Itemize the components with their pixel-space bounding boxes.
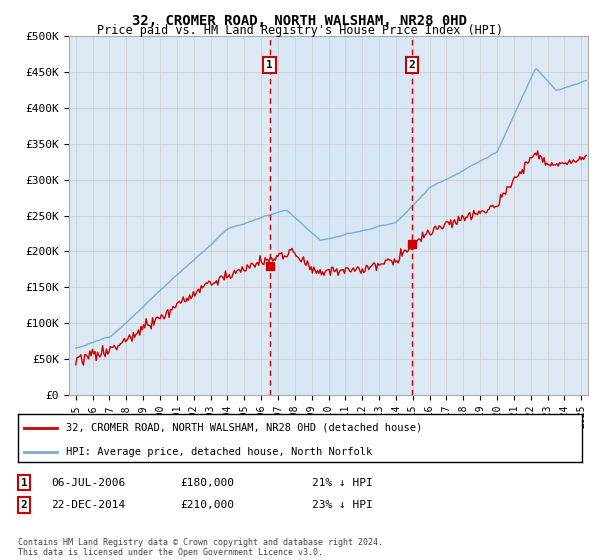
Text: £210,000: £210,000 xyxy=(180,500,234,510)
Text: 22-DEC-2014: 22-DEC-2014 xyxy=(51,500,125,510)
Text: 1: 1 xyxy=(266,60,273,70)
Bar xyxy=(269,36,412,395)
Text: HPI: Average price, detached house, North Norfolk: HPI: Average price, detached house, Nort… xyxy=(66,446,372,456)
Text: 23% ↓ HPI: 23% ↓ HPI xyxy=(312,500,373,510)
Text: 21% ↓ HPI: 21% ↓ HPI xyxy=(312,478,373,488)
Text: £180,000: £180,000 xyxy=(180,478,234,488)
Text: 1: 1 xyxy=(20,478,28,488)
Text: 32, CROMER ROAD, NORTH WALSHAM, NR28 0HD: 32, CROMER ROAD, NORTH WALSHAM, NR28 0HD xyxy=(133,14,467,28)
Text: 32, CROMER ROAD, NORTH WALSHAM, NR28 0HD (detached house): 32, CROMER ROAD, NORTH WALSHAM, NR28 0HD… xyxy=(66,423,422,433)
Text: Contains HM Land Registry data © Crown copyright and database right 2024.
This d: Contains HM Land Registry data © Crown c… xyxy=(18,538,383,557)
Text: 2: 2 xyxy=(20,500,28,510)
Text: Price paid vs. HM Land Registry's House Price Index (HPI): Price paid vs. HM Land Registry's House … xyxy=(97,24,503,37)
Text: 2: 2 xyxy=(409,60,416,70)
Text: 06-JUL-2006: 06-JUL-2006 xyxy=(51,478,125,488)
